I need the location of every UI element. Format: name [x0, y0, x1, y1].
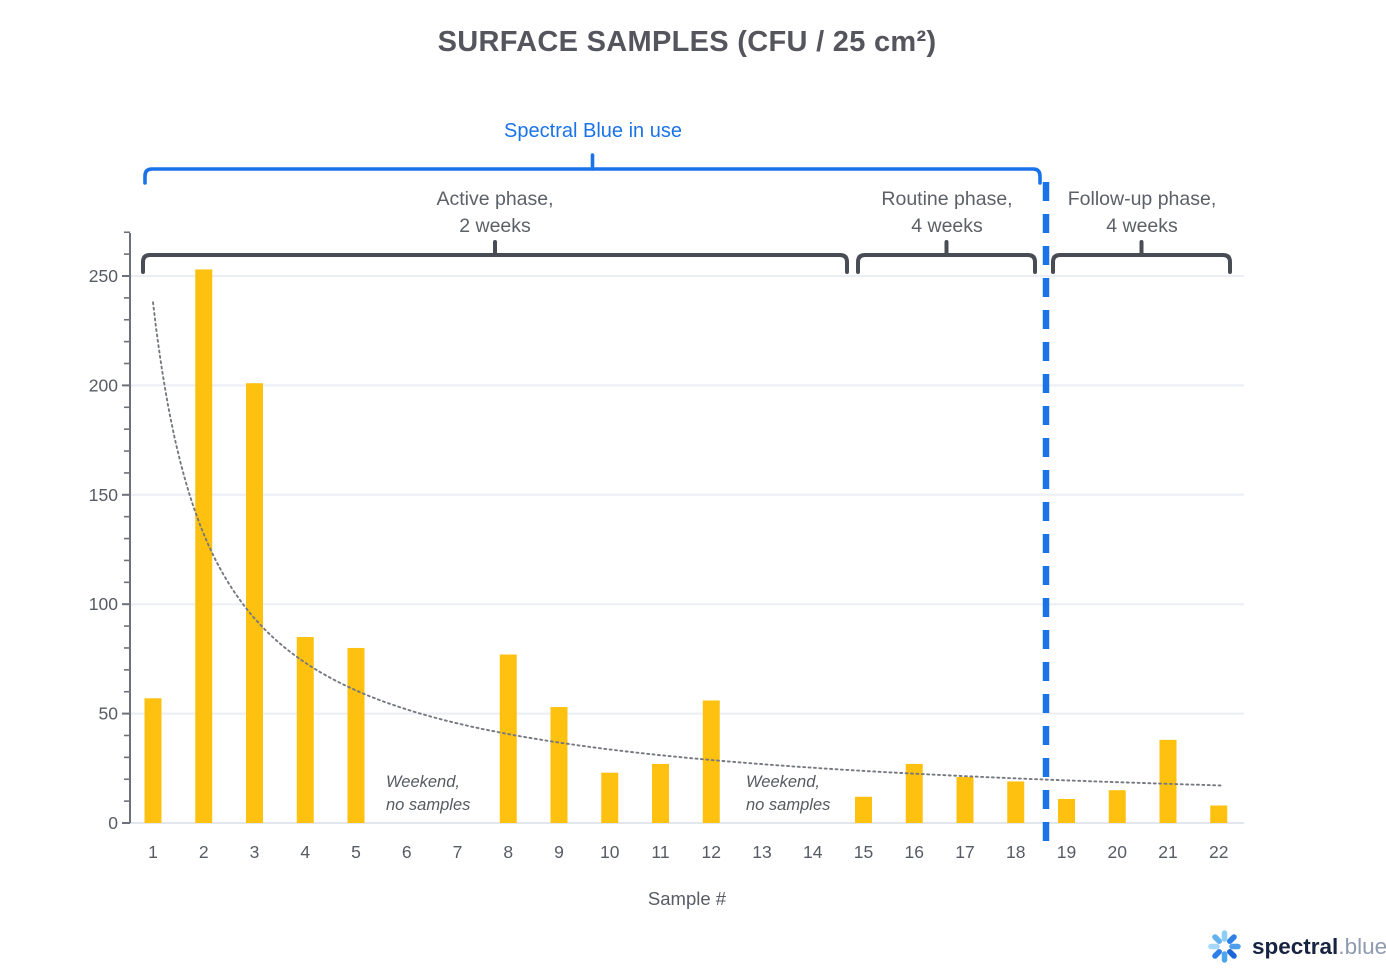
x-tick-label-3: 3 — [250, 842, 260, 862]
logo-brand: spectral — [1252, 933, 1339, 959]
routine-phase-bracket — [856, 253, 1037, 274]
bar-sample-2 — [195, 269, 213, 823]
spectral-blue-logo: spectral.blue — [1206, 928, 1386, 965]
x-tick-label-1: 1 — [148, 842, 158, 862]
x-tick-label-7: 7 — [453, 842, 463, 862]
y-tick-label-50: 50 — [99, 704, 119, 724]
weekend-annotation-1-line1: Weekend, — [386, 773, 460, 791]
weekend-annotation-1-line2: no samples — [386, 796, 471, 814]
y-tick-label-150: 150 — [89, 485, 118, 505]
bar-sample-19 — [1058, 798, 1075, 823]
routine-phase-duration: 4 weeks — [911, 215, 983, 237]
x-tick-label-18: 18 — [1006, 842, 1025, 862]
bar-sample-16 — [905, 763, 923, 823]
x-axis-title: Sample # — [647, 888, 727, 909]
followup-phase-duration: 4 weeks — [1106, 215, 1178, 237]
starburst-icon — [1208, 930, 1241, 963]
bar-sample-4 — [296, 637, 314, 823]
x-tick-label-14: 14 — [803, 842, 823, 862]
followup-phase-bracket — [1051, 253, 1232, 274]
x-tick-label-6: 6 — [402, 842, 412, 862]
x-tick-label-15: 15 — [854, 842, 873, 862]
bar-sample-11 — [652, 763, 669, 823]
x-tick-label-12: 12 — [702, 842, 721, 862]
x-tick-label-17: 17 — [955, 842, 974, 862]
spectral-blue-bracket — [143, 167, 1042, 185]
x-tick-label-13: 13 — [752, 842, 771, 862]
x-tick-label-9: 9 — [554, 842, 564, 862]
starburst-petal-1 — [1227, 934, 1237, 944]
bar-sample-22 — [1210, 805, 1228, 823]
weekend-annotation-2: Weekend, no samples — [746, 771, 830, 817]
y-tick-label-200: 200 — [89, 375, 118, 395]
x-tick-label-16: 16 — [905, 842, 924, 862]
starburst-petal-7 — [1212, 934, 1222, 944]
bar-sample-21 — [1159, 739, 1177, 823]
starburst-petal-2 — [1229, 943, 1241, 950]
x-tick-label-5: 5 — [351, 842, 361, 862]
starburst-petal-4 — [1221, 951, 1228, 963]
starburst-petal-3 — [1227, 949, 1237, 959]
bar-sample-15 — [855, 796, 872, 823]
starburst-petal-0 — [1221, 930, 1228, 942]
bar-sample-10 — [601, 772, 619, 823]
weekend-annotation-1: Weekend, no samples — [386, 771, 470, 817]
bar-sample-9 — [550, 707, 568, 823]
weekend-annotation-2-line1: Weekend, — [746, 773, 820, 791]
y-tick-label-250: 250 — [89, 266, 118, 286]
weekend-annotation-2-line2: no samples — [746, 796, 831, 814]
x-tick-label-8: 8 — [503, 842, 513, 862]
x-tick-label-2: 2 — [199, 842, 209, 862]
followup-phase-name: Follow-up phase, — [1067, 188, 1217, 210]
bar-sample-18 — [1007, 781, 1025, 823]
bar-sample-17 — [956, 777, 974, 823]
bar-sample-12 — [702, 700, 720, 823]
logo-wordmark: spectral.blue — [1252, 934, 1386, 960]
x-tick-label-19: 19 — [1057, 842, 1076, 862]
chart-title: SURFACE SAMPLES (CFU / 25 cm²) — [437, 26, 937, 58]
bar-sample-3 — [246, 383, 263, 823]
routine-phase-label: Routine phase, 4 weeks — [881, 186, 1012, 240]
x-tick-label-22: 22 — [1209, 842, 1228, 862]
x-tick-label-20: 20 — [1108, 842, 1128, 862]
trend-line — [152, 301, 1223, 787]
active-phase-bracket — [141, 253, 849, 274]
bar-sample-5 — [347, 647, 365, 823]
x-tick-label-4: 4 — [300, 842, 310, 862]
x-tick-label-11: 11 — [651, 842, 669, 862]
y-tick-label-0: 0 — [108, 813, 118, 833]
starburst-petal-5 — [1212, 949, 1222, 959]
active-phase-name: Active phase, — [436, 188, 554, 210]
bar-sample-8 — [499, 654, 517, 823]
bar-sample-20 — [1108, 790, 1126, 823]
spectral-blue-in-use-label: Spectral Blue in use — [504, 120, 682, 142]
logo-suffix: .blue — [1338, 933, 1386, 959]
routine-phase-name: Routine phase, — [881, 188, 1013, 210]
starburst-petal-6 — [1208, 943, 1220, 950]
active-phase-duration: 2 weeks — [459, 215, 531, 237]
followup-phase-label: Follow-up phase, 4 weeks — [1068, 186, 1217, 240]
active-phase-label: Active phase, 2 weeks — [436, 186, 553, 240]
x-tick-label-10: 10 — [600, 842, 620, 862]
x-tick-label-21: 21 — [1158, 842, 1177, 862]
bar-sample-1 — [144, 698, 162, 823]
y-tick-label-100: 100 — [89, 594, 118, 614]
